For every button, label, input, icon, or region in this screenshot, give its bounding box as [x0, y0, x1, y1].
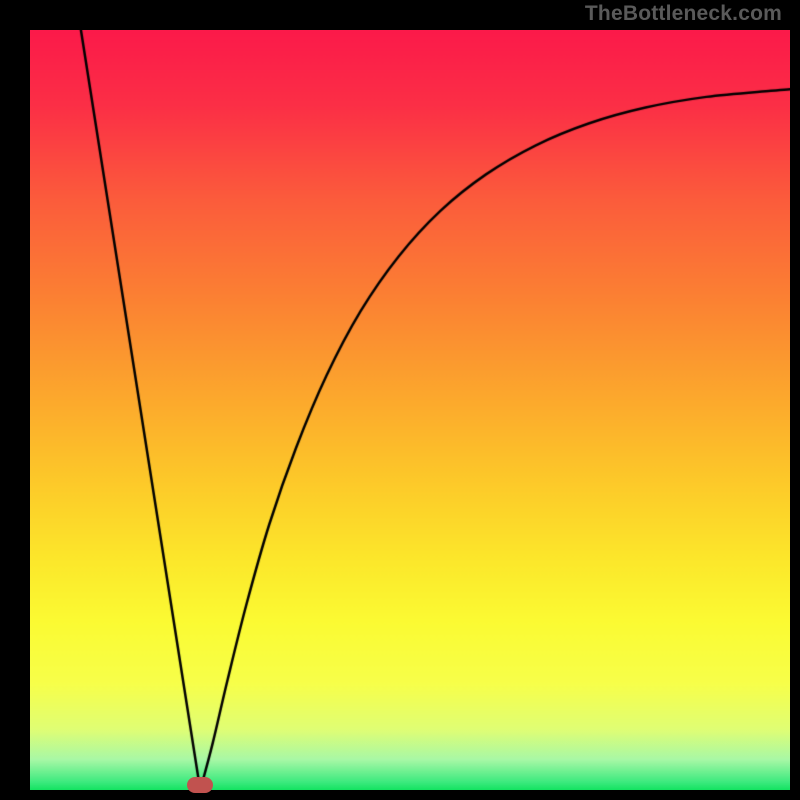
bottleneck-curve	[30, 30, 790, 790]
watermark-text: TheBottleneck.com	[585, 2, 782, 26]
plot-area	[30, 30, 790, 790]
minimum-marker	[187, 777, 213, 793]
chart-container: TheBottleneck.com	[0, 0, 800, 800]
